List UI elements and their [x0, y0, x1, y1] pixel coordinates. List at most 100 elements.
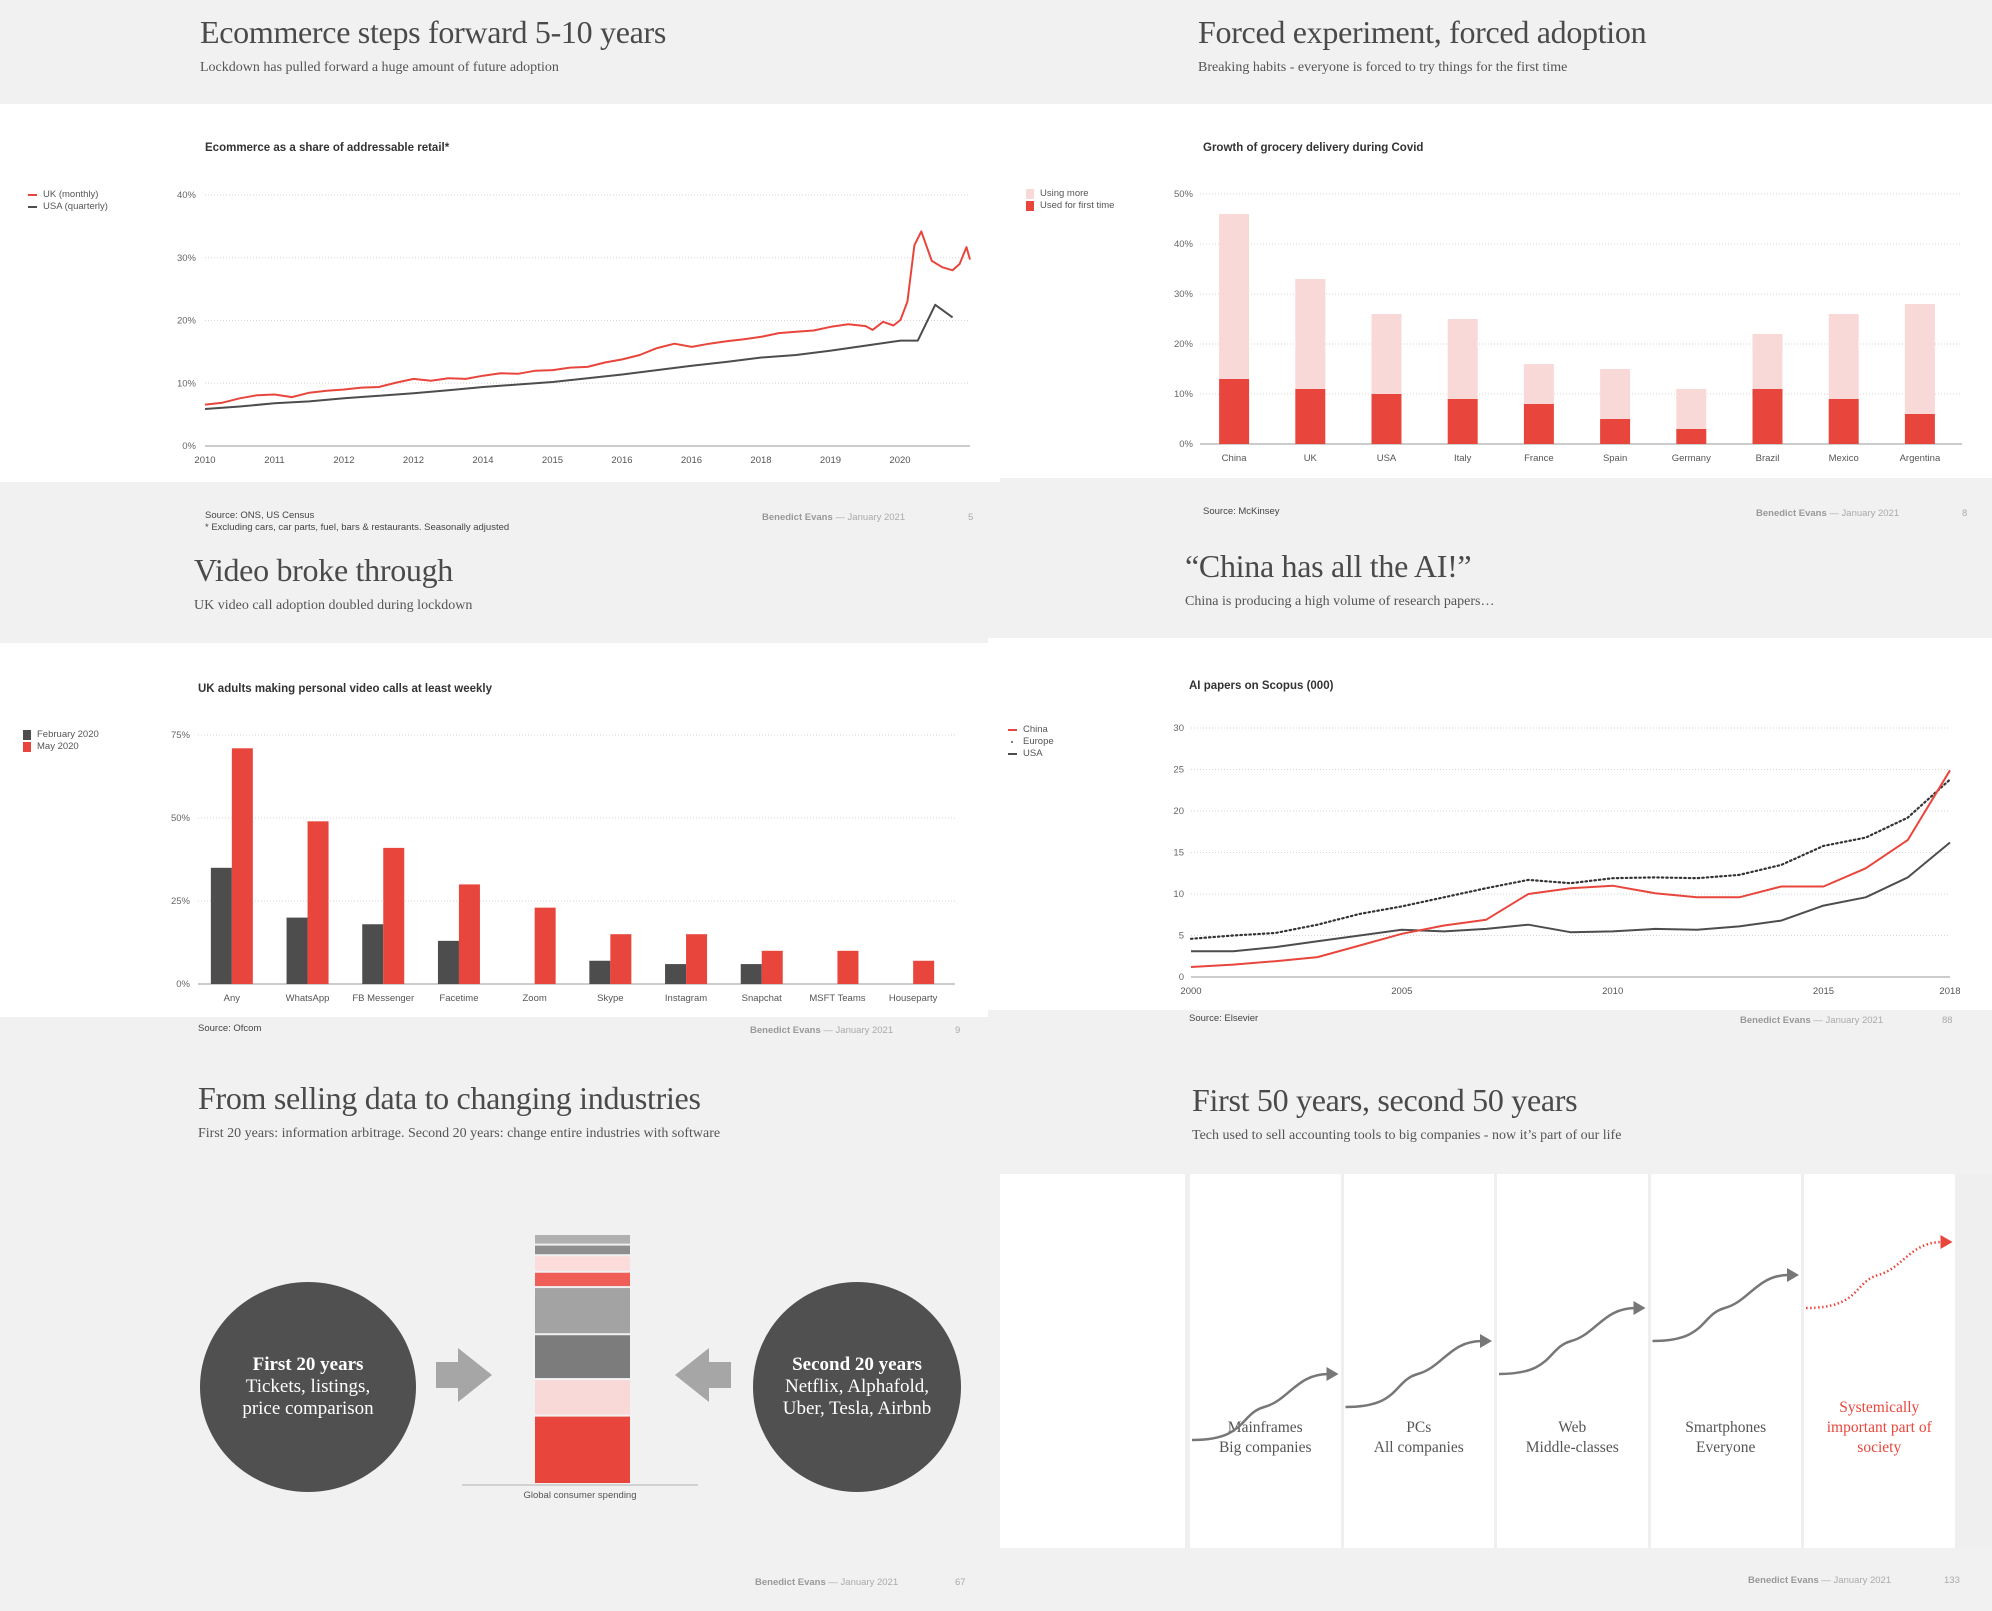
legend-swatch-china: [1008, 729, 1017, 731]
y-tick-label: 20%: [177, 316, 197, 327]
slide-footer: Benedict Evans — January 2021 133: [1000, 1548, 1992, 1611]
page-number: 9: [955, 1025, 961, 1036]
legend-item: USA: [1008, 748, 1054, 760]
slide-header: “China has all the AI!” China is produci…: [988, 540, 1992, 638]
x-tick-label: Argentina: [1900, 453, 1941, 464]
slide-video: Video broke through UK video call adopti…: [0, 540, 988, 1060]
stages-area: Mainframes Big companies PCs All companies W…: [1000, 1174, 1992, 1548]
x-tick-label: Houseparty: [889, 993, 938, 1004]
x-tick-label: 2005: [1391, 986, 1412, 997]
legend-item: May 2020: [23, 741, 99, 753]
bar-february-2020: [740, 964, 762, 984]
spending-segment: [535, 1288, 630, 1334]
page-number: 133: [1944, 1575, 1960, 1586]
x-tick-label: 2016: [681, 455, 702, 466]
first-20-years-circle: First 20 years Tickets, listings, price …: [200, 1282, 416, 1492]
bar-using-more: [1295, 279, 1326, 389]
bar-february-2020: [286, 917, 308, 984]
legend-item: UK (monthly): [28, 189, 108, 201]
x-tick-label: 2010: [194, 455, 215, 466]
bar-may-2020: [231, 748, 253, 984]
source-note: Source: Ofcom: [198, 1023, 262, 1034]
legend-swatch-europe: [1008, 741, 1017, 743]
slide-subtitle: Breaking habits - everyone is forced to …: [1198, 60, 1568, 75]
bar-using-more: [1371, 314, 1402, 394]
bar-used-for-first-time: [1295, 389, 1326, 444]
bar-using-more: [1828, 314, 1859, 399]
legend-swatch-uk: [28, 194, 37, 196]
curve-arrow-icon: [1652, 1273, 1790, 1343]
legend-item: Using more: [1026, 188, 1114, 200]
bar-used-for-first-time: [1219, 379, 1250, 444]
bar-using-more: [1676, 389, 1707, 429]
arrowhead-icon: [1787, 1268, 1799, 1282]
spending-segment: [535, 1235, 630, 1244]
x-tick-label: Mexico: [1829, 453, 1859, 464]
y-tick-label: 20%: [1174, 339, 1194, 350]
x-tick-label: 2018: [750, 455, 771, 466]
y-tick-label: 50%: [1174, 189, 1194, 200]
slide-title: Ecommerce steps forward 5-10 years: [200, 14, 667, 50]
chart-legend: UK (monthly) USA (quarterly): [28, 189, 108, 213]
arrowhead-icon: [1940, 1235, 1953, 1249]
spending-segment: [535, 1335, 630, 1379]
x-tick-label: FB Messenger: [352, 993, 414, 1004]
bar-may-2020: [307, 821, 329, 984]
y-tick-label: 50%: [171, 813, 191, 824]
arrowhead-icon: [1480, 1334, 1492, 1348]
legend-swatch-usa: [28, 206, 37, 208]
y-tick-label: 30%: [177, 253, 197, 264]
legend-item: February 2020: [23, 729, 99, 741]
x-tick-label: Brazil: [1756, 453, 1780, 464]
y-tick-label: 40%: [1174, 239, 1194, 250]
slide-subtitle: Tech used to sell accounting tools to bi…: [1192, 1128, 1622, 1143]
bar-february-2020: [665, 964, 687, 984]
x-tick-label: Instagram: [665, 993, 707, 1004]
page-number: 88: [1942, 1015, 1953, 1026]
x-tick-label: MSFT Teams: [809, 993, 865, 1004]
chart-title: Ecommerce as a share of addressable reta…: [205, 142, 450, 154]
stage-column: Mainframes Big companies: [1190, 1174, 1341, 1548]
bar-february-2020: [362, 924, 384, 984]
chart-area: Ecommerce as a share of addressable reta…: [0, 104, 1000, 482]
slide-title: Video broke through: [194, 552, 453, 588]
arrow-right-icon: [436, 1348, 492, 1402]
y-tick-label: 30%: [1174, 289, 1194, 300]
slide-grocery: Forced experiment, forced adoption Break…: [1000, 0, 1992, 540]
y-tick-label: 0%: [182, 441, 196, 452]
slide-subtitle: China is producing a high volume of rese…: [1185, 594, 1495, 609]
chart-legend: China Europe USA: [1008, 724, 1054, 760]
slide-ai: “China has all the AI!” China is produci…: [988, 540, 1992, 1060]
y-tick-label: 15: [1173, 848, 1184, 859]
bar-used-for-first-time: [1447, 399, 1478, 444]
curve-arrow-icon: [1191, 1372, 1329, 1442]
series-line-europe: [1189, 778, 1952, 940]
chart-legend: February 2020 May 2020: [23, 729, 99, 753]
slide-footer: Source: Ofcom Benedict Evans — January 2…: [0, 1017, 988, 1060]
x-tick-label: USA: [1377, 453, 1397, 464]
stage-label: Web Middle-classes: [1525, 1419, 1619, 1456]
y-tick-label: 0%: [1179, 439, 1193, 450]
bar-used-for-first-time: [1904, 414, 1935, 444]
slide-subtitle: First 20 years: information arbitrage. S…: [198, 1126, 721, 1141]
x-tick-label: 2010: [1602, 986, 1623, 997]
author-credit: Benedict Evans — January 2021: [762, 512, 906, 523]
adoption-curves: [1191, 1235, 1953, 1442]
x-tick-label: Zoom: [523, 993, 547, 1004]
slide-footer: Source: Elsevier Benedict Evans — Januar…: [988, 1010, 1992, 1060]
spending-segment: [535, 1256, 630, 1271]
arrowhead-icon: [1326, 1367, 1339, 1381]
bar-february-2020: [589, 960, 611, 984]
x-tick-label: 2015: [542, 455, 563, 466]
series-line-usa: [1191, 841, 1951, 953]
source-note: Source: McKinsey: [1203, 506, 1280, 517]
bar-may-2020: [761, 950, 783, 984]
stage-label: Mainframes Big companies: [1218, 1419, 1312, 1456]
series-line-uk-monthly-: [204, 230, 971, 406]
bar-used-for-first-time: [1600, 419, 1631, 444]
slide-subtitle: UK video call adoption doubled during lo…: [194, 598, 473, 613]
slide-header: Ecommerce steps forward 5-10 years Lockd…: [0, 0, 1000, 104]
y-tick-label: 10: [1173, 889, 1184, 900]
x-tick-label: France: [1524, 453, 1554, 464]
video-bar-chart: 0% 25% 50% 75% Any WhatsApp FB Messenger Faceti…: [171, 730, 955, 1004]
